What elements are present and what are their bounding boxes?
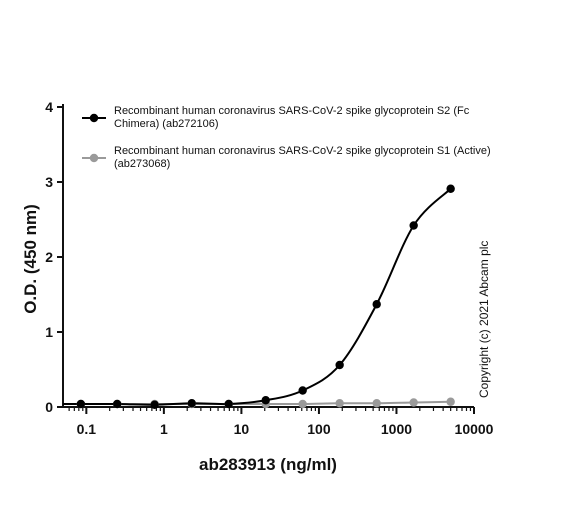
series-1-point	[335, 360, 344, 370]
series-1-point	[187, 399, 196, 408]
y-tick-label: 2	[45, 249, 53, 265]
legend: Recombinant human coronavirus SARS-CoV-2…	[82, 105, 491, 170]
y-axis-title: O.D. (450 nm)	[21, 204, 40, 314]
y-tick-label: 4	[45, 99, 53, 115]
x-tick-label: 100	[307, 421, 331, 437]
y-tick-label: 1	[45, 324, 53, 340]
series-1-point	[446, 184, 455, 193]
legend-label-2: (ab273068)	[114, 158, 170, 170]
x-tick-label: 10000	[455, 421, 494, 437]
series-2-point	[409, 398, 418, 407]
y-tick-label: 0	[45, 399, 53, 415]
series-2-point	[335, 399, 344, 408]
x-tick-label: 10	[234, 421, 250, 437]
series-2-point	[372, 399, 381, 408]
x-tick-label: 0.1	[77, 421, 97, 437]
axes-layer: 0 1 2 3 4 0.1 1 10 100 1000 10000	[45, 99, 493, 437]
series-2-point	[446, 397, 455, 406]
x-tick-label: 1000	[381, 421, 412, 437]
legend-swatch-marker-1	[89, 113, 99, 123]
series-2-point	[298, 399, 307, 409]
copyright-text: Copyright (c) 2021 Abcam plc	[477, 241, 491, 398]
x-axis-title: ab283913 (ng/ml)	[199, 455, 337, 474]
series-1-point	[224, 399, 233, 409]
series-1-point	[372, 300, 381, 309]
series-1-point	[150, 400, 159, 409]
y-tick-label: 3	[45, 174, 53, 190]
series-1-line	[62, 188, 452, 406]
series-1-point	[76, 399, 86, 409]
series-1-point	[261, 396, 270, 405]
legend-swatch-marker-2	[89, 153, 99, 163]
series-1-point	[298, 386, 307, 395]
x-tick-label: 1	[160, 421, 168, 437]
legend-label-1: Recombinant human coronavirus SARS-CoV-2…	[114, 105, 470, 117]
legend-label-2: Recombinant human coronavirus SARS-CoV-2…	[114, 145, 491, 157]
points-layer	[76, 184, 455, 409]
legend-label-1: Chimera) (ab272106)	[114, 118, 219, 130]
series-1-point	[409, 221, 418, 230]
series-1-point	[112, 399, 122, 409]
curves-layer	[62, 188, 452, 406]
